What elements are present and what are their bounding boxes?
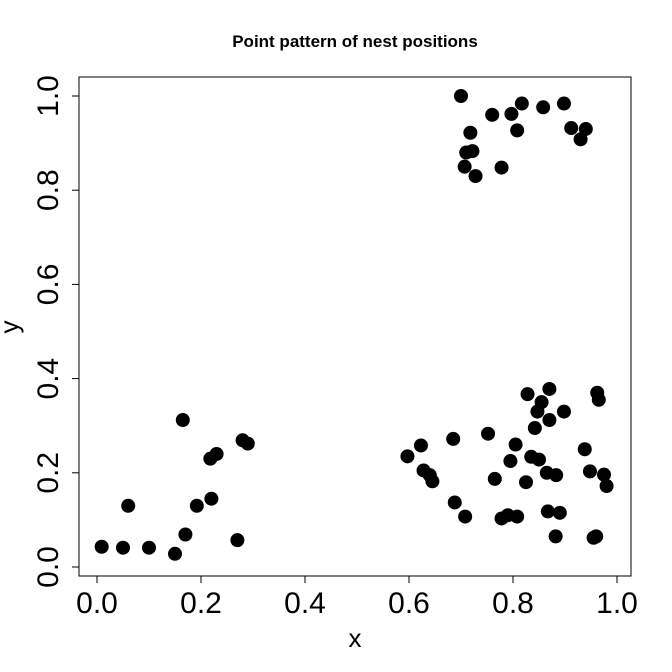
data-point: [573, 132, 588, 147]
data-point: [536, 100, 551, 115]
data-point: [463, 125, 478, 140]
data-point: [209, 446, 224, 461]
data-point: [481, 426, 496, 441]
data-point: [485, 107, 500, 122]
data-point: [458, 509, 473, 524]
data-point: [527, 421, 542, 436]
data-point: [514, 96, 529, 111]
data-point: [540, 504, 555, 519]
y-axis: 0.0 0.2 0.4 0.6 0.8 1.0: [32, 75, 80, 588]
data-point: [468, 169, 483, 184]
data-point: [425, 474, 440, 489]
data-point: [510, 509, 525, 524]
data-point: [549, 468, 564, 483]
data-point: [564, 121, 579, 136]
x-tick-label: 0.0: [76, 587, 118, 620]
data-point: [582, 464, 597, 479]
data-point: [121, 498, 136, 513]
x-tick-label: 0.2: [180, 587, 222, 620]
data-point: [599, 478, 614, 493]
y-tick-label: 0.2: [32, 452, 65, 494]
data-point: [520, 387, 535, 402]
y-tick-label: 0.6: [32, 264, 65, 306]
data-point: [116, 540, 130, 555]
data-point: [487, 471, 502, 486]
data-point: [508, 437, 523, 452]
x-tick-label: 0.4: [284, 587, 326, 620]
x-tick-label: 1.0: [596, 587, 638, 620]
data-point: [204, 491, 219, 506]
data-point: [454, 89, 468, 103]
y-tick-label: 0.4: [32, 358, 65, 400]
y-tick-label: 0.8: [32, 169, 65, 211]
data-point: [552, 505, 567, 520]
data-point: [240, 436, 255, 451]
data-points: [94, 89, 614, 561]
plot-frame: [78, 76, 632, 577]
x-axis-label: x: [349, 623, 362, 653]
y-tick-label: 1.0: [32, 75, 65, 117]
data-point: [542, 413, 557, 428]
data-point: [446, 431, 461, 446]
data-point: [577, 442, 592, 457]
data-point: [447, 495, 462, 510]
data-point: [510, 123, 525, 138]
chart-title: Point pattern of nest positions: [232, 32, 478, 51]
data-point: [556, 96, 571, 111]
data-point: [519, 475, 533, 490]
data-point: [413, 438, 428, 453]
data-point: [589, 529, 604, 544]
data-point: [556, 404, 571, 419]
data-point: [175, 413, 190, 428]
x-tick-label: 0.6: [388, 587, 430, 620]
data-point: [597, 467, 611, 482]
data-point: [503, 454, 518, 469]
data-point: [548, 529, 563, 544]
data-point: [494, 160, 509, 175]
data-point: [465, 144, 480, 159]
x-tick-label: 0.8: [492, 587, 534, 620]
data-point: [534, 395, 549, 410]
data-point: [168, 546, 182, 561]
y-axis-label: y: [0, 321, 24, 334]
data-point: [578, 121, 593, 136]
data-point: [230, 533, 245, 548]
data-point: [542, 381, 557, 396]
data-point: [400, 449, 415, 464]
data-point: [504, 106, 519, 121]
data-point: [189, 498, 204, 513]
data-point: [178, 527, 193, 542]
x-axis: 0.0 0.2 0.4 0.6 0.8 1.0: [76, 575, 638, 620]
data-point: [142, 540, 156, 555]
y-tick-label: 0.0: [32, 546, 65, 588]
data-point: [94, 539, 109, 554]
data-point: [532, 452, 546, 467]
data-point: [457, 159, 472, 174]
data-point: [591, 392, 606, 407]
